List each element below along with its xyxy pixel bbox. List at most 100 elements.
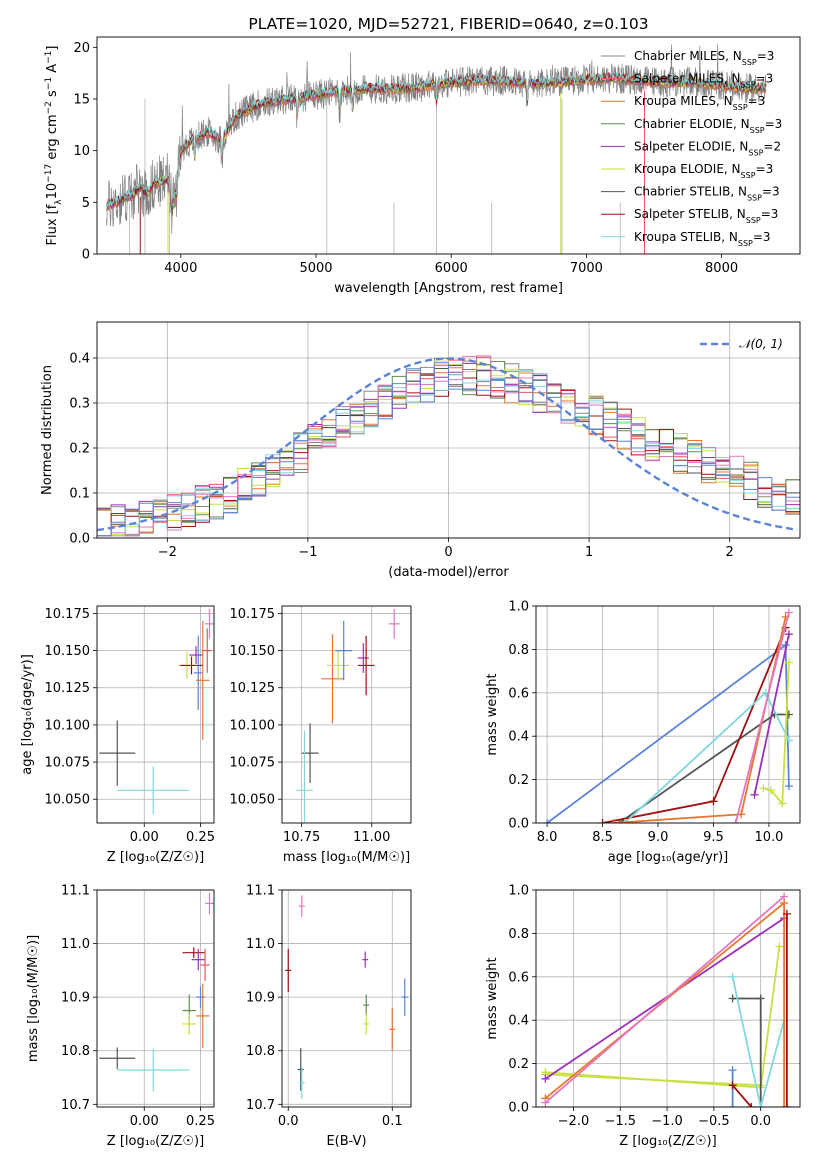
weight-line-kroupa-elodie <box>545 946 781 1089</box>
plot-area <box>99 608 214 815</box>
x-axis-label: age [log₁₀(age/yr)] <box>608 850 729 865</box>
x-tick-label: 9.0 <box>648 830 669 845</box>
y-axis-label: Normed distribution <box>40 365 55 495</box>
x-tick-label: 10.0 <box>754 830 783 845</box>
legend-label: Kroupa MILES, N <box>634 94 733 108</box>
errorbar-point-salpeter-stelib <box>285 948 292 992</box>
legend-label: Salpeter MILES, N <box>634 72 741 86</box>
y-tick-label: 0.1 <box>69 487 90 502</box>
y-axis-label-part: −17 <box>44 164 54 183</box>
weight-line-salpeter-elodie <box>753 634 790 795</box>
y-tick-label: 5 <box>82 196 90 211</box>
errorbar-point-extra-blue <box>196 986 205 1008</box>
errorbar-point-extra-blue <box>335 620 353 681</box>
y-tick-label: 1.0 <box>508 884 529 899</box>
y-tick-label: 10.8 <box>61 1044 90 1059</box>
y-tick-label: 10.7 <box>246 1098 275 1113</box>
legend-sub: SSP <box>733 103 748 112</box>
y-tick-label: 0.2 <box>69 442 90 457</box>
weight-marker <box>541 1074 550 1083</box>
errorbar-point-extra-pink <box>205 608 214 639</box>
plot-area <box>97 355 800 537</box>
weight-marker <box>767 786 776 795</box>
legend-entry: Chabrier STELIB, NSSP=3 <box>634 185 780 203</box>
y-tick-label: 10 <box>73 144 90 159</box>
y-tick-label: 0.2 <box>508 773 529 788</box>
errorbar-point-kroupa-stelib <box>117 1048 190 1092</box>
y-axis-label-part: s <box>45 90 60 101</box>
y-tick-label: 10.8 <box>246 1044 275 1059</box>
weight-marker <box>543 819 552 823</box>
x-tick-label: −2.0 <box>558 1114 590 1129</box>
y-tick-label: 10.100 <box>230 718 276 733</box>
legend-label: Salpeter STELIB, N <box>634 207 746 221</box>
y-tick-label: 0.4 <box>69 352 90 367</box>
model-spectrum-kroupa-stelib <box>106 72 767 207</box>
legend-suffix: =3 <box>756 162 774 176</box>
x-axis-label: E(B-V) <box>326 1134 366 1149</box>
legend-entry: Salpeter MILES, NSSP=3 <box>634 72 773 90</box>
y-axis-label-part: ] <box>45 46 60 51</box>
x-tick-label: 8.5 <box>592 830 613 845</box>
y-axis-label-part: A <box>45 64 60 77</box>
x-axis-label: (data-model)/error <box>388 565 509 580</box>
y-tick-label: 0.3 <box>69 397 90 412</box>
panel-spectrum: 4000 5000 6000 7000 8000 0 5 10 15 20 wavelength [… <box>44 15 801 296</box>
panel-mass_weight_vs_Z: −2.0 −1.5 −1.0 −0.5 0.0 0.0 0.2 0.4 0.6 0.8 1.0 Z [… <box>485 884 801 1149</box>
legend-sub: SSP <box>748 148 763 157</box>
errorbar-point-kroupa-elodie <box>182 1013 196 1035</box>
legend-sub: SSP <box>741 80 756 89</box>
weight-marker <box>784 658 793 667</box>
weight-line-kroupa-elodie <box>763 662 790 806</box>
x-axis-label: wavelength [Angstrom, rest frame] <box>334 281 563 296</box>
errorbar-point-extra-blue <box>401 978 408 1016</box>
errorbar-point-salpeter-elodie <box>362 951 369 968</box>
errorbar-point-extra-pink <box>298 895 305 917</box>
errorbar-point-salpeter-stelib <box>182 947 205 959</box>
weight-marker <box>780 899 789 908</box>
x-axis-label: Z [log₁₀(Z/Z☉)] <box>619 1134 716 1149</box>
y-tick-label: 10.175 <box>230 607 276 622</box>
weight-marker <box>782 909 791 918</box>
y-axis-label-part: λ <box>54 199 64 205</box>
y-tick-label: 0 <box>82 248 90 263</box>
weight-marker <box>782 1103 791 1107</box>
legend-label: Chabrier MILES, N <box>634 49 742 63</box>
x-tick-label: −1.0 <box>651 1114 683 1129</box>
errorbar-point-salpeter-stelib <box>357 635 375 696</box>
y-tick-label: 0.0 <box>508 1101 529 1116</box>
panel-residuals: −2 −1 0 1 2 0.0 0.1 0.2 0.3 0.4 (data-model)/error… <box>40 321 801 580</box>
x-axis-label: Z [log₁₀(Z/Z☉)] <box>107 1134 204 1149</box>
y-tick-label: 0.6 <box>508 686 529 701</box>
errorbar-point-kroupa-miles <box>321 634 344 724</box>
x-tick-label: −1 <box>298 545 317 560</box>
y-axis-label: mass weight <box>485 673 500 755</box>
normal-curve-line <box>97 357 798 532</box>
y-tick-label: 10.9 <box>246 991 275 1006</box>
weight-marker <box>747 1103 756 1107</box>
y-axis-label: age [log₁₀(age/yr)] <box>20 654 35 775</box>
x-tick-label: 9.5 <box>703 830 724 845</box>
legend-sub: SSP <box>746 216 761 225</box>
y-tick-label: 10.050 <box>230 793 276 808</box>
legend-label: Kroupa STELIB, N <box>634 230 738 244</box>
y-tick-label: 20 <box>73 41 90 56</box>
y-tick-label: 0.8 <box>508 927 529 942</box>
y-axis-label-part: −1 <box>44 51 54 64</box>
y-tick-label: 10.050 <box>45 793 91 808</box>
errorbar-point-kroupa-elodie <box>326 650 350 681</box>
x-tick-label: 0.25 <box>186 830 215 845</box>
y-tick-label: 10.075 <box>230 756 276 771</box>
y-tick-label: 10.100 <box>45 718 91 733</box>
errorbar-point-salpeter-stelib <box>180 656 203 675</box>
weight-marker <box>609 819 618 823</box>
x-tick-label: −1.5 <box>604 1114 636 1129</box>
errorbar-point-kroupa-miles <box>389 1007 396 1051</box>
axes-frame <box>96 605 215 824</box>
errorbar-point-salpeter-elodie <box>189 646 203 664</box>
residuals-legend: 𝒩(0, 1) <box>700 337 783 351</box>
legend-sub: SSP <box>747 193 762 202</box>
histogram-step-extra-blue <box>97 362 800 537</box>
axes-frame <box>96 321 801 539</box>
legend-suffix: =3 <box>762 185 780 199</box>
